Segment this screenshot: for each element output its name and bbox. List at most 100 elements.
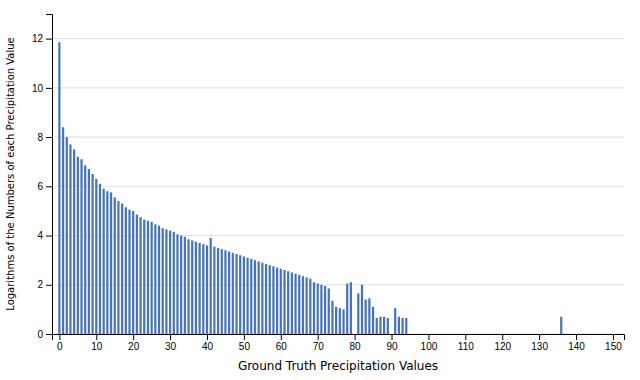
- bar: [280, 269, 282, 334]
- x-tick-label: 70: [313, 341, 325, 352]
- bar: [350, 282, 352, 334]
- bar: [143, 220, 145, 334]
- x-tick-label: 0: [57, 341, 63, 352]
- x-tick-mark: [355, 334, 356, 340]
- bar: [80, 159, 82, 334]
- y-axis-title: Logarithms of the Numbers of each Precip…: [5, 37, 16, 311]
- bar: [180, 236, 182, 334]
- bar: [84, 165, 86, 334]
- bar: [202, 244, 204, 334]
- bar: [69, 144, 71, 334]
- x-tick-label: 20: [128, 341, 140, 352]
- x-axis: 0102030405060708090100110120130140150: [53, 334, 625, 352]
- bar: [206, 245, 208, 334]
- x-tick-label: 80: [350, 341, 362, 352]
- bar: [269, 265, 271, 334]
- bar: [151, 222, 153, 334]
- x-tick-mark: [59, 334, 60, 340]
- x-tick-mark: [318, 334, 319, 340]
- bar: [199, 243, 201, 334]
- x-tick: 80: [350, 334, 362, 352]
- bar: [125, 207, 127, 334]
- y-tick-mark: [46, 39, 52, 40]
- bar: [221, 249, 223, 334]
- bar: [313, 282, 315, 334]
- grid: [52, 39, 624, 334]
- grid-line: [52, 38, 624, 39]
- x-tick-label: 40: [202, 341, 214, 352]
- x-tick-mark: [133, 334, 134, 340]
- y-tick-label: 8: [37, 132, 43, 143]
- bar: [114, 197, 116, 334]
- bar: [95, 179, 97, 334]
- x-tick-mark: [428, 334, 429, 340]
- bar: [88, 169, 90, 334]
- bar: [191, 240, 193, 334]
- bar: [162, 228, 164, 334]
- bar: [283, 270, 285, 334]
- x-tick: 120: [494, 334, 511, 352]
- bar: [383, 317, 385, 334]
- bar: [213, 247, 215, 334]
- bar: [210, 238, 212, 334]
- bar: [243, 256, 245, 334]
- bar: [320, 285, 322, 334]
- x-tick-mark: [96, 334, 97, 340]
- bar: [342, 309, 344, 334]
- y-tick-mark: [46, 236, 52, 237]
- y-tick-mark: [46, 186, 52, 187]
- bar: [169, 231, 171, 334]
- chart-svg: 0102030405060708090100110120130140150024…: [0, 0, 640, 380]
- x-tick: 140: [568, 334, 585, 352]
- bar: [224, 250, 226, 334]
- x-tick-mark: [613, 334, 614, 340]
- bar: [306, 277, 308, 334]
- y-tick-label: 12: [32, 33, 44, 44]
- x-tick-label: 130: [531, 341, 548, 352]
- x-tick-mark: [281, 334, 282, 340]
- y-tick-mark: [46, 137, 52, 138]
- y-tick-label: 4: [37, 230, 43, 241]
- bar: [173, 232, 175, 334]
- y-tick-mark: [46, 334, 52, 335]
- bar: [66, 137, 68, 334]
- x-axis-line: [53, 335, 625, 341]
- bar: [353, 334, 355, 335]
- bar: [58, 42, 60, 334]
- bar: [128, 210, 130, 334]
- bar: [328, 288, 330, 334]
- bar: [368, 298, 370, 334]
- bar: [154, 224, 156, 334]
- bar: [106, 191, 108, 334]
- bar: [560, 317, 562, 334]
- bar: [158, 226, 160, 334]
- bar: [99, 184, 101, 334]
- bar: [176, 234, 178, 334]
- bar: [372, 307, 374, 334]
- y-tick: 4: [37, 230, 52, 241]
- y-tick-label: 2: [37, 279, 43, 290]
- x-tick-mark: [502, 334, 503, 340]
- bar: [294, 274, 296, 334]
- y-tick-label: 0: [37, 329, 43, 340]
- y-tick-label: 10: [32, 83, 44, 94]
- y-axis-line: [46, 15, 53, 335]
- x-tick-label: 90: [386, 341, 398, 352]
- bar: [139, 217, 141, 334]
- y-tick: 0: [37, 329, 52, 340]
- x-tick: 100: [421, 334, 438, 352]
- bar: [235, 254, 237, 334]
- x-tick: 50: [239, 334, 251, 352]
- y-tick: 10: [32, 83, 52, 94]
- bar: [232, 253, 234, 334]
- bar: [376, 318, 378, 334]
- bar: [298, 275, 300, 334]
- y-tick: 12: [32, 33, 52, 44]
- bar: [276, 268, 278, 334]
- x-axis-title: Ground Truth Precipitation Values: [238, 359, 438, 373]
- bar: [110, 192, 112, 334]
- grid-line: [52, 87, 624, 88]
- bar: [261, 263, 263, 334]
- x-tick-label: 30: [165, 341, 177, 352]
- x-tick: 30: [165, 334, 177, 352]
